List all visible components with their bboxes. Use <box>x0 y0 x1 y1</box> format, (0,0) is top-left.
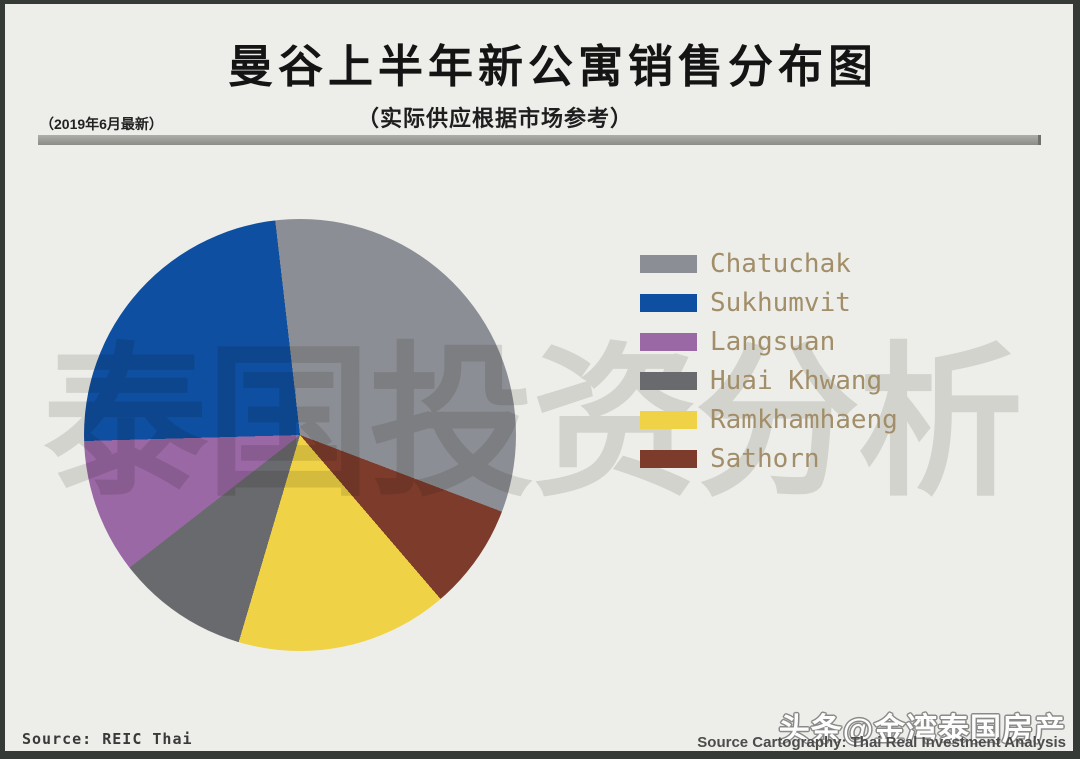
source-left-text: Source: REIC Thai <box>22 730 193 748</box>
legend-swatch <box>640 411 697 429</box>
legend-swatch <box>640 333 697 351</box>
legend-item-chatuchak: Chatuchak <box>640 249 898 279</box>
chart-canvas: 曼谷上半年新公寓销售分布图 （实际供应根据市场参考） （2019年6月最新） 泰… <box>5 4 1073 751</box>
legend-label: Sukhumvit <box>710 288 851 318</box>
legend-swatch <box>640 372 697 390</box>
toutiao-watermark-text: 头条@金湾泰国房产 <box>778 712 1066 747</box>
legend-label: Ramkhamhaeng <box>710 405 898 435</box>
page-title: 曼谷上半年新公寓销售分布图 <box>227 41 878 92</box>
date-note: （2019年6月最新） <box>40 116 163 132</box>
legend-label: Chatuchak <box>710 249 851 279</box>
legend-label: Langsuan <box>710 327 836 357</box>
legend-item-huai-khwang: Huai Khwang <box>640 366 898 396</box>
legend-item-sathorn: Sathorn <box>640 444 898 474</box>
pie-chart <box>84 219 516 651</box>
source-right-text: Source Cartography: Thai Real Investment… <box>697 734 1066 751</box>
legend-swatch <box>640 294 697 312</box>
legend-swatch <box>640 255 697 273</box>
legend-item-ramkhamhaeng: Ramkhamhaeng <box>640 405 898 435</box>
legend: Chatuchak Sukhumvit Langsuan Huai Khwang Ram… <box>640 249 898 489</box>
page-subtitle: （实际供应根据市场参考） <box>356 106 633 131</box>
legend-label: Sathorn <box>710 444 820 474</box>
title-divider-bar <box>38 135 1041 145</box>
legend-swatch <box>640 450 697 468</box>
legend-label: Huai Khwang <box>710 366 883 396</box>
legend-item-sukhumvit: Sukhumvit <box>640 288 898 318</box>
legend-item-langsuan: Langsuan <box>640 327 898 357</box>
